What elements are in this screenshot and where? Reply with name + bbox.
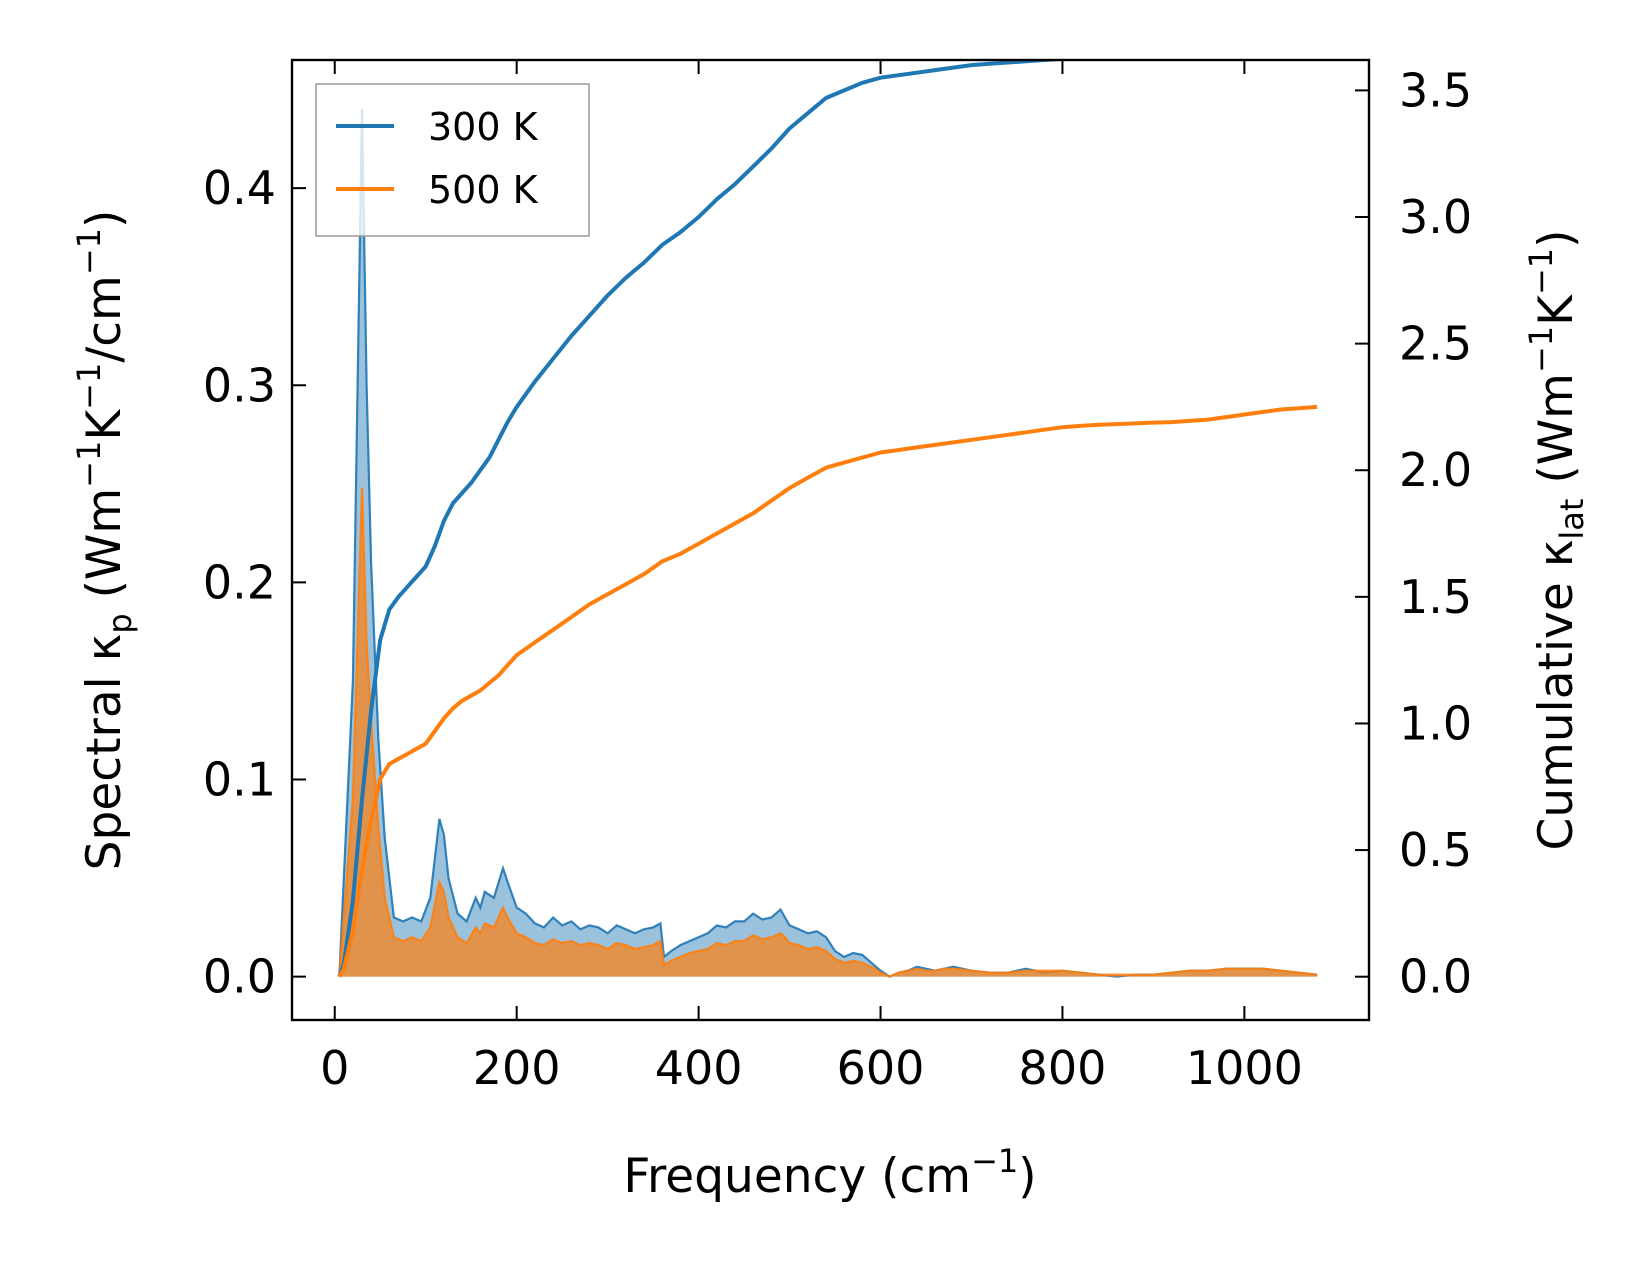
y-left-tick-label: 0.4 [203, 161, 276, 215]
x-tick-label: 0 [320, 1041, 349, 1095]
cumulative-lines [337, 60, 1318, 978]
x-tick-label: 600 [837, 1041, 925, 1095]
x-axis: 0 200 400 600 800 1000 [320, 60, 1303, 1095]
y-left-tick-label: 0.0 [203, 950, 276, 1004]
y-axis-left-title: Spectral κp (Wm−1K−1/cm−1) [70, 210, 139, 871]
legend-box [315, 83, 590, 237]
spectral-area-500k [339, 487, 1318, 977]
y-right-tick-label: 0.0 [1399, 950, 1472, 1004]
y-left-tick-label: 0.2 [203, 555, 276, 609]
x-tick-label: 1000 [1186, 1041, 1303, 1095]
plot-frame [290, 58, 1371, 1022]
x-tick-label: 200 [473, 1041, 561, 1095]
cumulative-line-500k [337, 404, 1318, 978]
y-left-tick-label: 0.1 [203, 753, 276, 807]
legend-label-300k: 300 K [428, 105, 539, 149]
x-tick-label: 800 [1019, 1041, 1107, 1095]
x-tick-label: 400 [655, 1041, 743, 1095]
y-right-tick-label: 3.5 [1399, 63, 1472, 117]
spectral-areas [338, 109, 1318, 978]
y-axis-left: 0.0 0.1 0.2 0.3 0.4 [203, 161, 306, 1004]
cumulative-line-300k [337, 60, 1074, 978]
y-right-tick-label: 0.5 [1399, 823, 1472, 877]
legend-label-500k: 500 K [428, 168, 539, 212]
spectral-line-500k [338, 487, 1318, 978]
y-right-tick-label: 3.0 [1399, 190, 1472, 244]
y-right-tick-label: 1.5 [1399, 570, 1472, 624]
x-axis-title: Frequency (cm−1) [623, 1142, 1036, 1204]
y-right-tick-label: 1.0 [1399, 696, 1472, 750]
y-left-tick-label: 0.3 [203, 358, 276, 412]
y-right-tick-label: 2.0 [1399, 443, 1472, 497]
y-axis-right-title: Cumulative κlat (Wm−1K−1) [1522, 229, 1591, 850]
legend: 300 K 500 K [315, 83, 590, 237]
y-axis-right: 0.0 0.5 1.0 1.5 2.0 2.5 3.0 3.5 [1355, 63, 1472, 1004]
y-right-tick-label: 2.5 [1399, 317, 1472, 371]
